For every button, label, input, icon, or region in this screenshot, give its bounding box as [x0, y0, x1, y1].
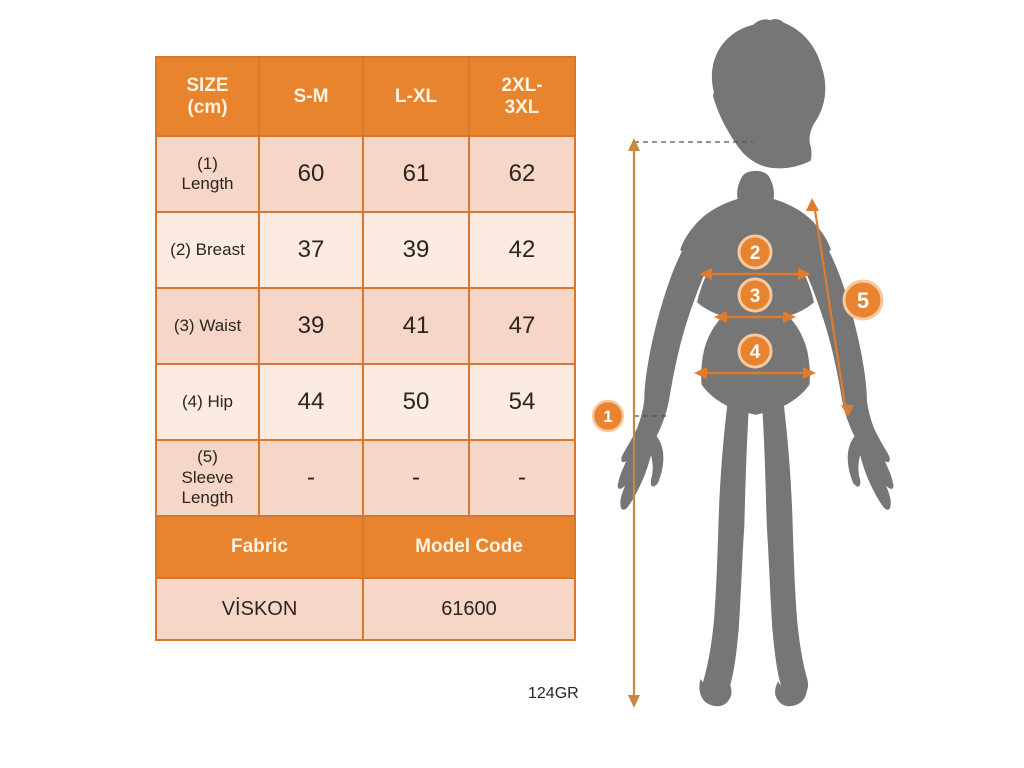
svg-text:3: 3	[750, 286, 761, 307]
svg-text:5: 5	[857, 288, 869, 313]
svg-text:4: 4	[750, 342, 761, 363]
svg-text:2: 2	[750, 243, 761, 264]
svg-text:1: 1	[603, 407, 612, 426]
